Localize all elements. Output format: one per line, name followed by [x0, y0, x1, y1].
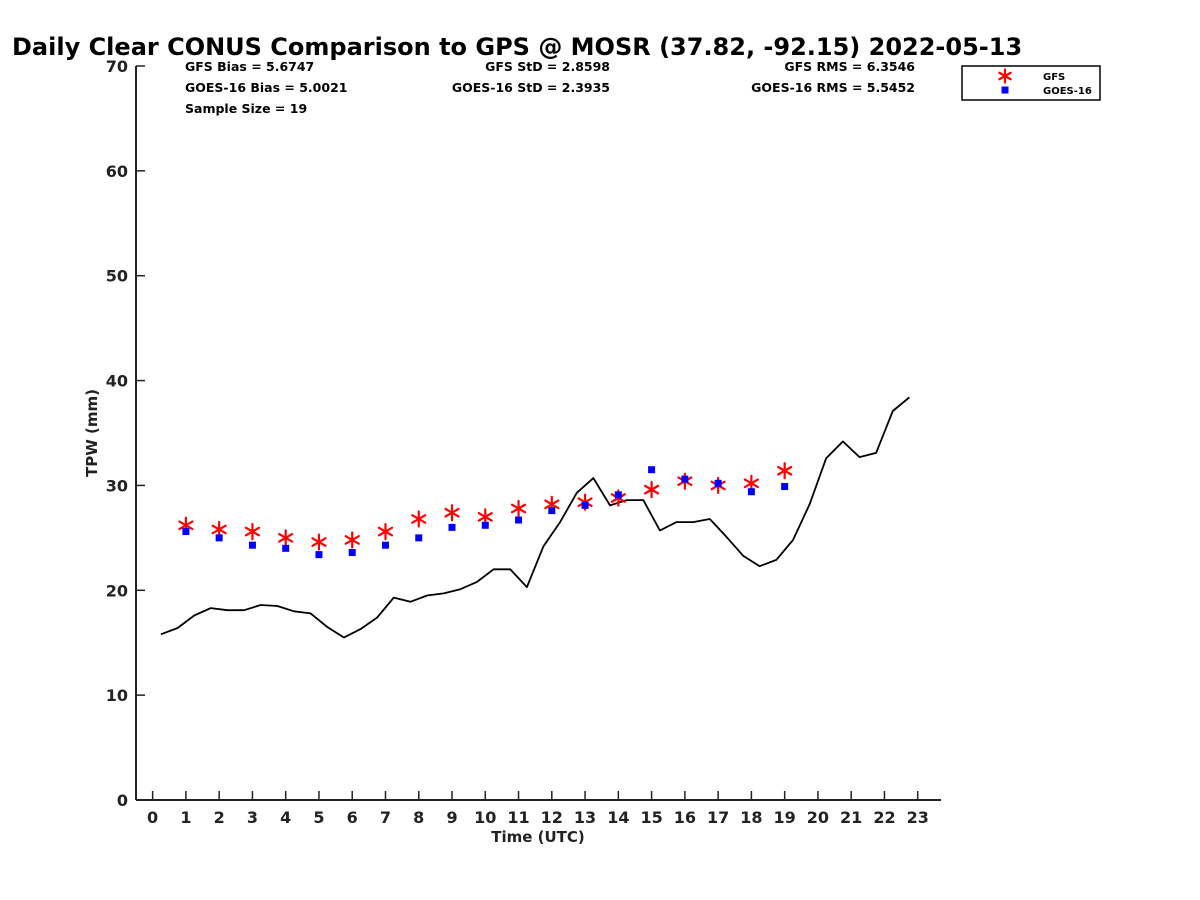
gfs-point [344, 531, 360, 549]
y-tick-label: 40 [106, 372, 128, 391]
legend-goes16-label: GOES-16 [1043, 86, 1092, 97]
x-tick-label: 5 [313, 808, 324, 827]
x-tick-label: 15 [640, 808, 662, 827]
gfs-point [644, 481, 660, 499]
x-tick-label: 22 [873, 808, 895, 827]
goes16-point [747, 488, 755, 496]
y-tick-label: 20 [106, 581, 128, 600]
goes-rms-stat: GOES-16 RMS = 5.5452 [751, 80, 915, 95]
x-tick-label: 10 [474, 808, 496, 827]
x-tick-label: 17 [707, 808, 729, 827]
goes16-point [182, 528, 190, 536]
x-tick-label: 1 [180, 808, 191, 827]
legend-box [961, 65, 1101, 101]
x-tick-label: 21 [840, 808, 862, 827]
x-tick-label: 23 [907, 808, 929, 827]
stats-block: GFS Bias = 5.6747 GOES-16 Bias = 5.0021 … [185, 59, 915, 116]
x-tick-label: 9 [446, 808, 457, 827]
legend-gfs-asterisk [998, 68, 1012, 84]
goes16-point [315, 551, 323, 559]
goes16-point [548, 507, 556, 515]
y-tick-label: 70 [106, 57, 128, 76]
goes16-point [215, 534, 223, 542]
goes16-point [381, 541, 389, 549]
y-tick-label: 0 [117, 791, 128, 810]
goes-bias-stat: GOES-16 Bias = 5.0021 [185, 80, 347, 95]
x-tick-label: 2 [214, 808, 225, 827]
x-axis-label: Time (UTC) [491, 828, 585, 846]
goes16-point [648, 466, 656, 474]
chart-title: Daily Clear CONUS Comparison to GPS @ MO… [12, 33, 1022, 61]
gfs-series [178, 462, 793, 551]
x-tick-label: 11 [507, 808, 529, 827]
legend-gfs-label: GFS [1043, 72, 1065, 83]
goes16-point [714, 479, 722, 487]
x-tick-label: 16 [674, 808, 696, 827]
x-tick-label: 8 [413, 808, 424, 827]
sample-size-stat: Sample Size = 19 [185, 101, 307, 116]
goes16-point [348, 549, 356, 557]
legend-goes16-marker [1001, 86, 1009, 94]
y-tick-label: 60 [106, 162, 128, 181]
x-tick-label: 12 [541, 808, 563, 827]
goes-std-stat: GOES-16 StD = 2.3935 [452, 80, 610, 95]
y-tick-label: 10 [106, 686, 128, 705]
gfs-point [377, 522, 394, 541]
gfs-rms-stat: GFS RMS = 6.3546 [784, 59, 915, 74]
gfs-point [278, 529, 294, 547]
y-tick-label: 30 [106, 476, 128, 495]
gfs-point [311, 533, 327, 551]
legend: GFS GOES-16 [961, 65, 1101, 101]
x-tick-label: 18 [740, 808, 762, 827]
gfs-point [444, 504, 460, 522]
x-tick-label: 20 [807, 808, 829, 827]
goes16-point [781, 482, 789, 490]
goes16-point [282, 544, 290, 552]
goes16-series [182, 466, 789, 559]
y-tick-label: 50 [106, 267, 128, 286]
x-tick-label: 13 [574, 808, 596, 827]
x-tick-label: 19 [774, 808, 796, 827]
legend-gfs-marker [998, 68, 1012, 84]
goes16-point [581, 501, 589, 509]
x-tick-label: 7 [380, 808, 391, 827]
x-tick-label: 3 [247, 808, 258, 827]
goes16-point [248, 541, 256, 549]
gfs-std-stat: GFS StD = 2.8598 [485, 59, 610, 74]
gfs-bias-stat: GFS Bias = 5.6747 [185, 59, 314, 74]
x-tick-label: 4 [280, 808, 291, 827]
gps-series [160, 396, 910, 639]
x-tick-label: 0 [147, 808, 158, 827]
gfs-point [777, 462, 793, 480]
gps-line [160, 396, 910, 639]
goes16-point [614, 491, 622, 499]
goes16-point [681, 475, 689, 483]
goes16-point [481, 521, 489, 529]
y-axis-label: TPW (mm) [83, 389, 101, 477]
x-tick-label: 6 [347, 808, 358, 827]
goes16-point [515, 516, 523, 524]
gfs-point [411, 510, 427, 528]
x-tick-label: 14 [607, 808, 629, 827]
legend-goes16-square [1001, 86, 1009, 94]
goes16-point [448, 523, 456, 531]
gfs-point [244, 522, 261, 541]
goes16-point [415, 534, 423, 542]
gfs-point [510, 499, 527, 518]
